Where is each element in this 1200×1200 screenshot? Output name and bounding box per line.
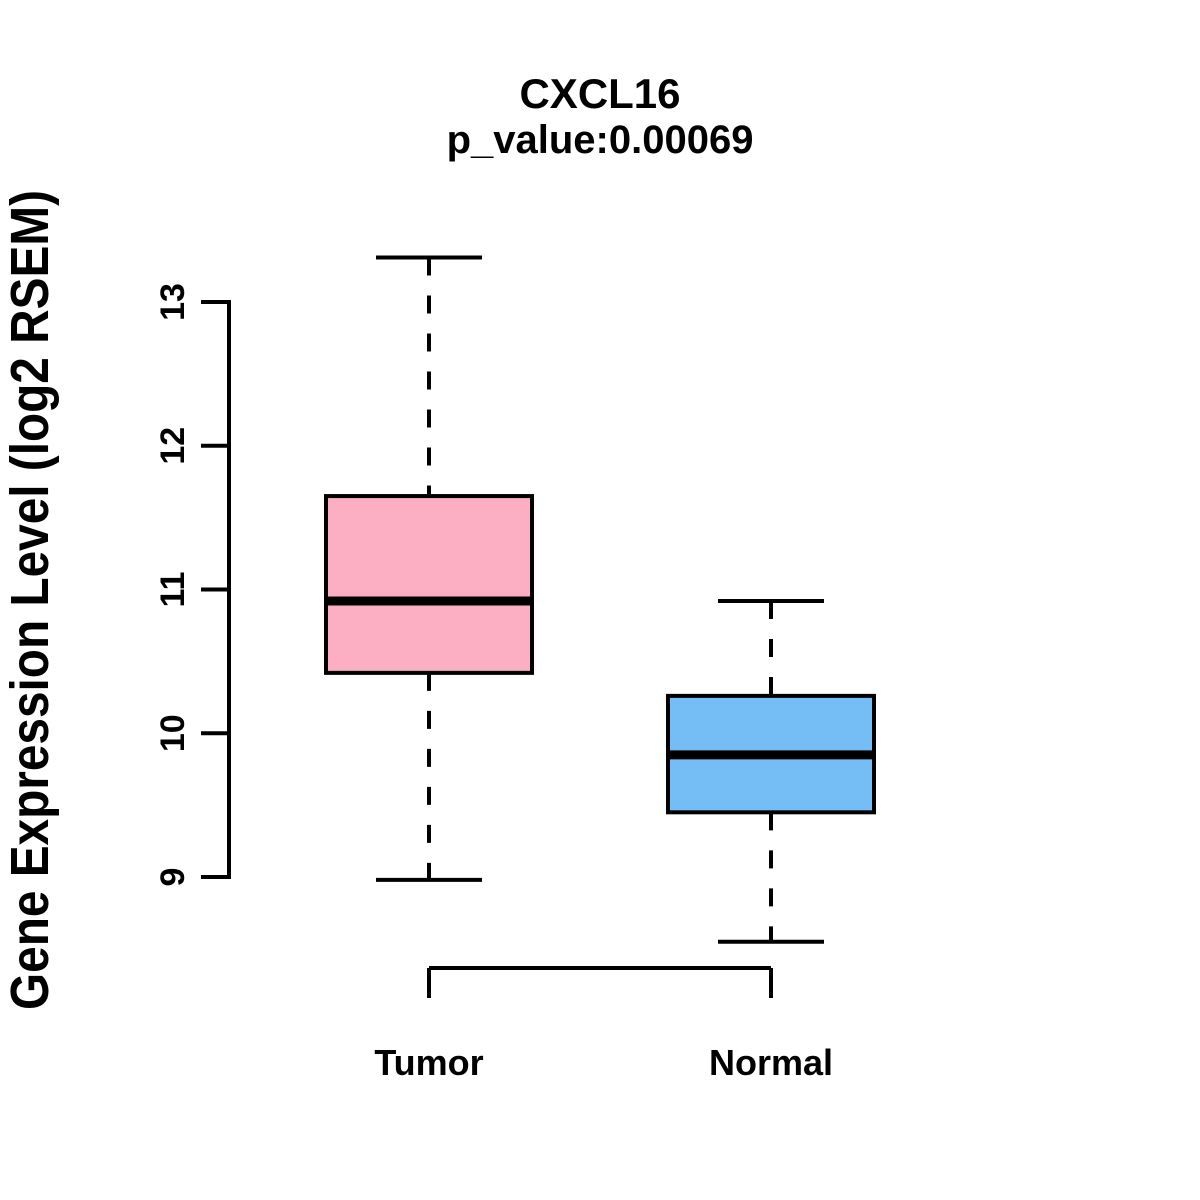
y-axis: 9 10 11 12 13	[154, 283, 231, 887]
tumor-box	[324, 494, 534, 675]
chart-title: CXCL16	[519, 70, 680, 117]
y-tick-label-12: 12	[154, 427, 192, 465]
plot-area	[324, 255, 876, 944]
x-tick-label-tumor: Tumor	[374, 1042, 483, 1083]
chart-subtitle: p_value:0.00069	[447, 118, 754, 162]
x-tick-label-normal: Normal	[709, 1042, 833, 1083]
y-tick-label-9: 9	[154, 868, 192, 887]
y-tick-label-10: 10	[154, 714, 192, 752]
y-tick-label-13: 13	[154, 283, 192, 321]
x-axis	[427, 966, 773, 998]
y-tick-label-11: 11	[154, 572, 192, 608]
y-axis-title: Gene Expression Level (log2 RSEM)	[0, 190, 60, 1010]
